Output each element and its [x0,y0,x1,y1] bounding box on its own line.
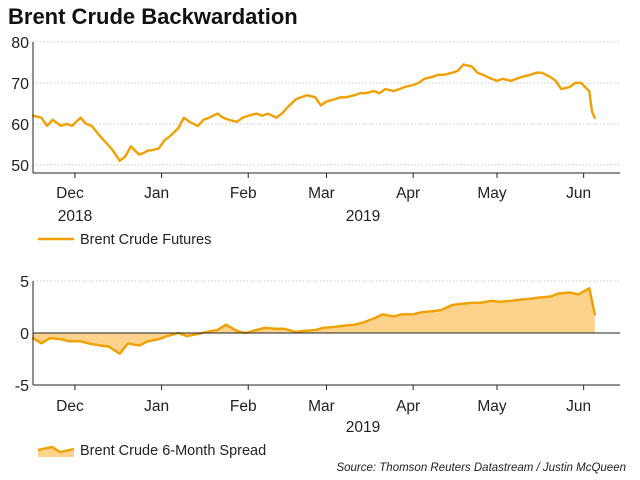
x-month-label: May [477,185,507,202]
y-tick-label: -5 [15,378,29,395]
legend-label: Brent Crude Futures [80,232,211,248]
y-tick-label: 60 [11,117,29,134]
panel-1: 50 60 70 80 Dec Jan Feb Mar Apr May Jun 2018 2019 Bre… [11,35,620,248]
x-month-label: Feb [230,185,257,202]
x-month-label: Jan [144,398,169,415]
x-month-label: Jun [566,398,591,415]
x-month-label: Feb [230,398,257,415]
x-month-label: Mar [308,185,335,202]
x-month-label: Dec [56,185,84,202]
x-month-label: Dec [56,398,84,415]
chart-title: Brent Crude Backwardation [8,4,298,29]
x-month-label: Mar [308,398,335,415]
x-year-label: 2019 [346,419,380,436]
source-note: Source: Thomson Reuters Datastream / Jus… [336,462,626,474]
series-line [31,63,596,162]
x-month-label: Jun [566,185,591,202]
x-month-label: May [477,398,507,415]
spread-area [33,288,595,354]
x-month-label: Jan [144,185,169,202]
legend: Brent Crude 6-Month Spread [37,443,266,459]
legend-swatch-line [37,445,75,454]
legend-label: Brent Crude 6-Month Spread [80,443,266,459]
x-month-label: Apr [396,185,420,202]
legend-swatch-area [38,447,74,457]
x-month-label: Apr [396,398,420,415]
x-year-label: 2018 [58,208,92,225]
y-tick-label: 50 [11,158,29,175]
y-tick-label: 0 [20,326,29,343]
legend: Brent Crude Futures [38,232,211,248]
y-tick-label: 70 [11,76,29,93]
series-line [31,287,596,355]
x-year-label: 2019 [346,208,380,225]
panel-2: -5 0 5 Dec Jan Feb Mar Apr May Jun 2019 Brent Crude… [15,274,620,459]
y-tick-label: 80 [11,35,29,52]
y-tick-label: 5 [20,274,29,291]
